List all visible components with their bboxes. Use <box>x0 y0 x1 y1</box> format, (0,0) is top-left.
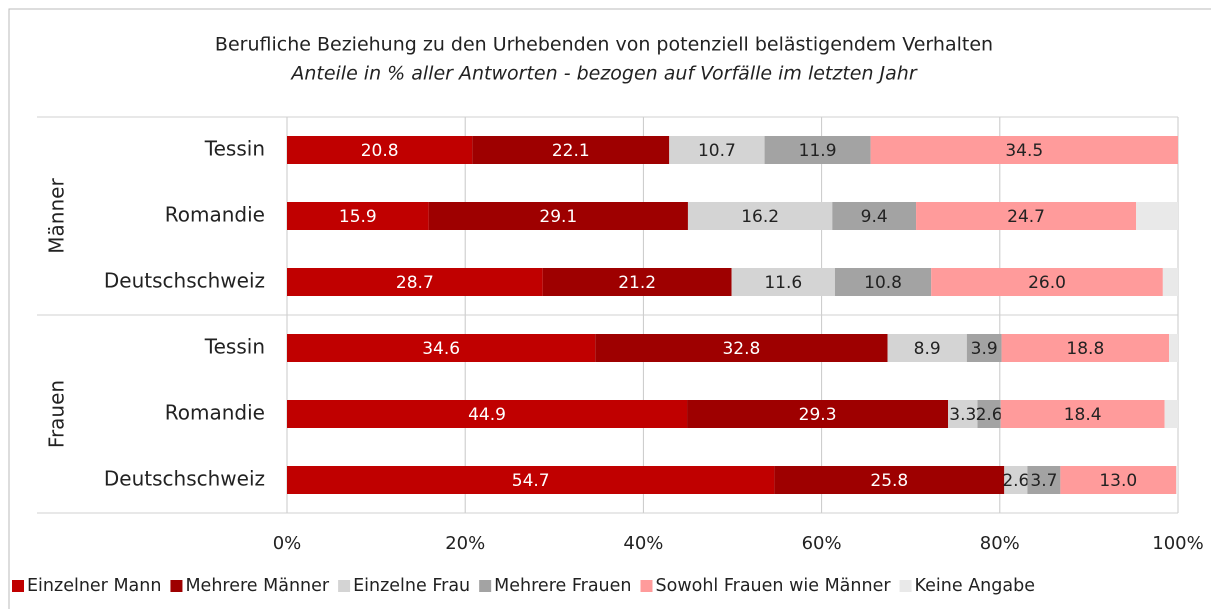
chart-subtitle: Anteile in % aller Antworten - bezogen a… <box>289 63 918 85</box>
data-label: 10.8 <box>864 273 902 293</box>
bar-segment <box>287 202 429 230</box>
data-label: 3.7 <box>1030 471 1057 491</box>
x-tick-label: 20% <box>445 533 485 554</box>
bar-segment <box>977 400 1001 428</box>
data-label: 15.9 <box>339 207 377 227</box>
y-tick-label: Romandie <box>165 203 265 227</box>
bar-segment <box>1164 400 1178 428</box>
group-label: Frauen <box>45 380 69 448</box>
y-tick-label: Deutschschweiz <box>104 269 265 293</box>
data-label: 11.6 <box>764 273 802 293</box>
data-label: 34.5 <box>1005 141 1043 161</box>
data-label: 18.4 <box>1064 405 1102 425</box>
bar-segment <box>595 334 888 362</box>
chart-title: Berufliche Beziehung zu den Urhebenden v… <box>215 34 993 56</box>
bar-segment <box>834 268 932 296</box>
bar-segment <box>287 400 688 428</box>
data-label: 10.7 <box>698 141 736 161</box>
data-label: 11.9 <box>799 141 837 161</box>
bar-segment <box>1136 202 1178 230</box>
data-label: 18.8 <box>1066 339 1104 359</box>
data-label: 25.8 <box>870 471 908 491</box>
data-label: 29.3 <box>799 405 837 425</box>
data-label: 54.7 <box>512 471 550 491</box>
bar-segment <box>916 202 1137 230</box>
chart-border <box>8 8 1211 609</box>
legend-label: Einzelne Frau <box>353 576 470 596</box>
bar-segment <box>1176 466 1178 494</box>
x-tick-label: 0% <box>273 533 302 554</box>
x-tick-label: 40% <box>623 533 663 554</box>
legend-swatch <box>170 580 183 592</box>
bar-segment <box>764 136 871 164</box>
y-tick-label: Deutschschweiz <box>104 467 265 491</box>
x-tick-label: 60% <box>802 533 842 554</box>
bar-segment <box>669 136 765 164</box>
data-label: 20.8 <box>361 141 399 161</box>
x-tick-label: 80% <box>980 533 1020 554</box>
legend-swatch <box>479 580 492 592</box>
data-label: 3.9 <box>971 339 998 359</box>
legend-label: Sowohl Frauen wie Männer <box>656 576 892 596</box>
bar-segment <box>832 202 917 230</box>
bar-segment <box>1027 466 1061 494</box>
y-tick-label: Tessin <box>204 137 265 161</box>
data-label: 32.8 <box>722 339 760 359</box>
data-label: 29.1 <box>539 207 577 227</box>
data-label: 24.7 <box>1007 207 1045 227</box>
bar-segment <box>887 334 967 362</box>
legend-swatch <box>338 580 351 592</box>
legend-swatch <box>899 580 912 592</box>
data-label: 3.3 <box>949 405 976 425</box>
bar-segment <box>931 268 1163 296</box>
bar-segment <box>687 400 949 428</box>
data-label: 26.0 <box>1028 273 1066 293</box>
group-label: Männer <box>45 178 69 254</box>
legend-swatch <box>12 580 24 592</box>
data-label: 28.7 <box>396 273 434 293</box>
bar-segment <box>428 202 688 230</box>
bar-segment <box>287 334 596 362</box>
data-label: 9.4 <box>861 207 888 227</box>
data-label: 13.0 <box>1099 471 1137 491</box>
y-tick-label: Tessin <box>204 335 265 359</box>
bar-segment <box>1004 466 1028 494</box>
data-label: 22.1 <box>552 141 590 161</box>
legend-label: Keine Angabe <box>915 576 1035 596</box>
data-label: 2.6 <box>976 405 1003 425</box>
data-label: 16.2 <box>741 207 779 227</box>
bar-segment <box>1169 334 1178 362</box>
bar-segment <box>287 268 543 296</box>
y-tick-label: Romandie <box>165 401 265 425</box>
legend-label: Mehrere Männer <box>185 576 329 596</box>
bar-segment <box>687 202 833 230</box>
data-label: 34.6 <box>422 339 460 359</box>
data-label: 2.6 <box>1002 471 1029 491</box>
x-tick-label: 100% <box>1152 533 1203 554</box>
bar-segment <box>1060 466 1177 494</box>
bar-segment <box>966 334 1002 362</box>
bar-segment <box>542 268 732 296</box>
bar-segment <box>774 466 1005 494</box>
data-label: 8.9 <box>914 339 941 359</box>
data-label: 21.2 <box>618 273 656 293</box>
bar-segment <box>731 268 835 296</box>
legend-label: Einzelner Mann <box>27 576 161 596</box>
bar-segment <box>948 400 978 428</box>
bar-segment <box>1000 400 1165 428</box>
bar-segment <box>1001 334 1170 362</box>
bar-segment <box>287 466 775 494</box>
bar-segment <box>870 136 1178 164</box>
bar-segment <box>287 136 473 164</box>
legend-swatch <box>640 580 653 592</box>
bar-segment <box>1162 268 1178 296</box>
data-label: 44.9 <box>468 405 506 425</box>
legend-label: Mehrere Frauen <box>494 576 631 596</box>
bar-segment <box>472 136 670 164</box>
